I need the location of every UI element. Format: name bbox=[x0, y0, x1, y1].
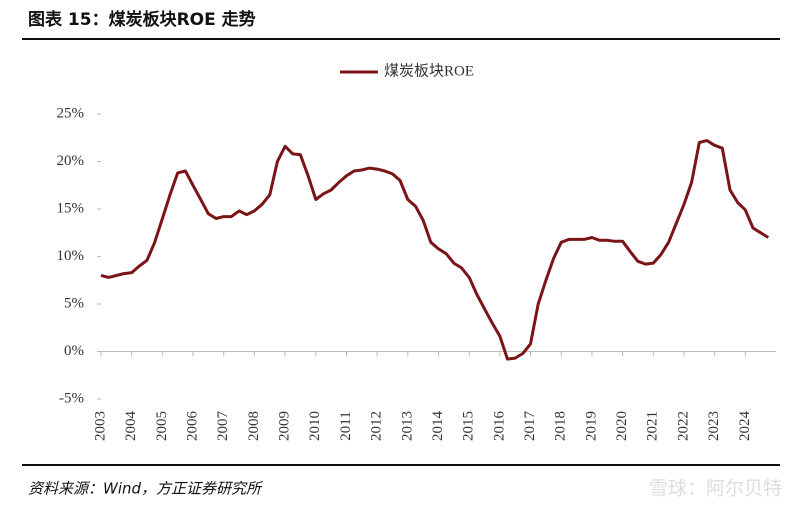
x-tick-label: 2010 bbox=[307, 411, 323, 441]
x-tick-label: 2004 bbox=[123, 411, 139, 442]
x-tick-label: 2024 bbox=[737, 411, 753, 442]
x-tick-label: 2005 bbox=[154, 411, 170, 441]
x-tick-label: 2012 bbox=[369, 411, 385, 441]
y-tick-label: 15% bbox=[57, 200, 85, 216]
x-tick-label: 2013 bbox=[399, 411, 415, 441]
chart-title: 图表 15：煤炭板块ROE 走势 bbox=[28, 9, 256, 30]
y-tick-label: 20% bbox=[57, 153, 85, 169]
y-tick-label: 0% bbox=[64, 343, 84, 359]
series-line bbox=[100, 139, 770, 361]
x-tick-label: 2021 bbox=[645, 411, 661, 441]
watermark: 雪球：阿尔贝特 bbox=[649, 478, 782, 500]
x-tick-label: 2023 bbox=[706, 411, 722, 441]
x-tick-label: 2014 bbox=[430, 411, 446, 442]
x-tick-label: 2011 bbox=[338, 411, 354, 440]
x-tick-label: 2017 bbox=[522, 411, 538, 442]
x-tick-label: 2019 bbox=[583, 411, 599, 441]
x-tick-label: 2007 bbox=[215, 411, 231, 442]
source: 资料来源：Wind，方正证券研究所 bbox=[28, 480, 263, 498]
x-tick-label: 2020 bbox=[614, 411, 630, 441]
x-tick-label: 2015 bbox=[461, 411, 477, 441]
x-tick-label: 2006 bbox=[184, 411, 200, 442]
x-tick-label: 2018 bbox=[553, 411, 569, 441]
y-tick-label: 5% bbox=[64, 295, 84, 311]
y-tick-label: 25% bbox=[57, 105, 85, 121]
legend-label: 煤炭板块ROE bbox=[384, 61, 474, 79]
x-tick-label: 2016 bbox=[491, 411, 507, 442]
x-tick-label: 2009 bbox=[277, 411, 293, 441]
x-tick-label: 2022 bbox=[675, 411, 691, 441]
x-tick-label: 2003 bbox=[92, 411, 108, 441]
y-tick-label: 10% bbox=[57, 248, 85, 264]
x-tick-label: 2008 bbox=[246, 411, 262, 441]
y-tick-label: -5% bbox=[59, 390, 84, 406]
